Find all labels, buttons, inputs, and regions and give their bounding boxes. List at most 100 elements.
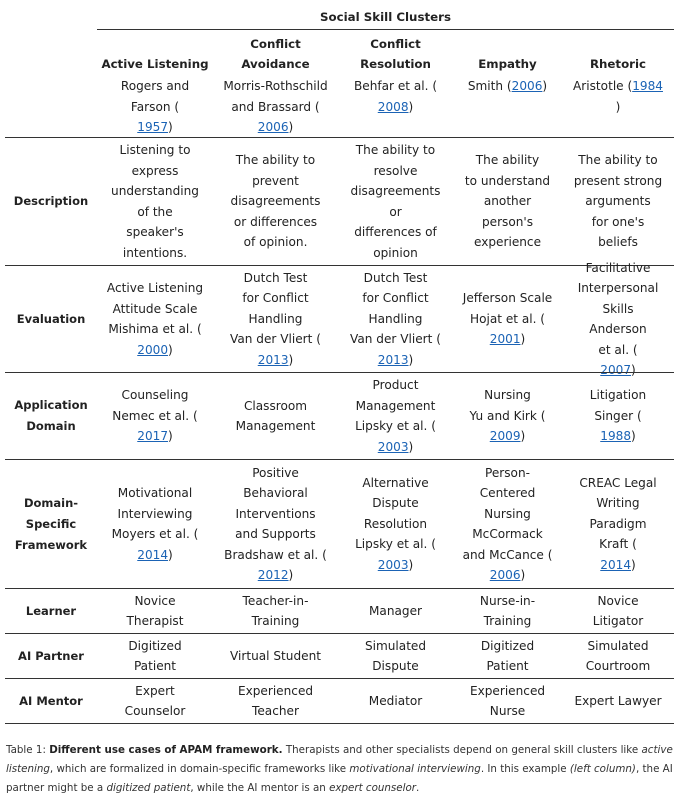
column-header: Empathy bbox=[453, 34, 562, 74]
cell-line: Singer ( bbox=[594, 408, 642, 423]
citation-link[interactable]: 2001 bbox=[489, 332, 521, 347]
citation-link[interactable]: 2003 bbox=[377, 557, 409, 572]
column-reference: Rogers and Farson (1957) bbox=[97, 76, 213, 134]
cell-line: Digitized bbox=[480, 638, 535, 653]
cell-line: Moyers et al. ( bbox=[111, 527, 199, 541]
table-cell: Experienced Nurse bbox=[453, 679, 562, 723]
table-cell: The ability to understand another person's e… bbox=[453, 138, 562, 265]
caption-text: Therapists and other specialists depend … bbox=[282, 744, 642, 756]
cell-line: Litigator bbox=[592, 614, 644, 628]
citation-link[interactable]: 2008 bbox=[377, 99, 409, 114]
reference-text: Behfar et al. ( bbox=[353, 79, 438, 93]
column-name: Rhetoric bbox=[589, 57, 647, 71]
cell-line: The ability bbox=[475, 153, 540, 168]
cell-line: 2013) bbox=[257, 352, 294, 367]
cell-line: Mediator bbox=[368, 693, 423, 708]
row-label-line: Description bbox=[13, 194, 89, 208]
cell-line: Patient bbox=[133, 659, 177, 673]
table-cell: The ability to resolve disagreements or diff… bbox=[338, 138, 453, 265]
table-cell: Classroom Management bbox=[213, 373, 338, 459]
table-cell: Manager bbox=[338, 589, 453, 633]
row-label: Description bbox=[5, 138, 97, 265]
cell-line: speaker's bbox=[126, 225, 184, 239]
reference-text: Farson ( bbox=[130, 99, 180, 114]
cell-line: Management bbox=[355, 398, 436, 413]
cell-line: 2003) bbox=[377, 557, 414, 572]
table-cell: Facilitative Interpersonal Skills Anderson e… bbox=[562, 261, 674, 378]
citation-link[interactable]: 2014 bbox=[137, 547, 169, 562]
cell-line: Interpersonal bbox=[577, 281, 659, 295]
table-cell: Dutch Test for Conflict Handling Van der Vl… bbox=[338, 266, 453, 372]
cell-line: CREAC Legal bbox=[579, 475, 657, 490]
citation-link[interactable]: 1988 bbox=[600, 429, 632, 444]
cell-line: Hojat et al. ( bbox=[469, 311, 546, 326]
cell-line: Dutch Test bbox=[243, 270, 308, 285]
citation-link[interactable]: 2017 bbox=[137, 429, 169, 444]
citation-link[interactable]: 2009 bbox=[489, 429, 521, 444]
row-rule bbox=[5, 723, 674, 724]
cell-line: for Conflict bbox=[242, 291, 309, 306]
cell-line: Paradigm bbox=[589, 516, 647, 531]
row-rule bbox=[5, 588, 674, 589]
cell-line: arguments bbox=[585, 194, 651, 209]
citation-link[interactable]: 1984 bbox=[632, 79, 663, 93]
column-header: Conflict Avoidance bbox=[213, 34, 338, 74]
cell-line: Van der Vliert ( bbox=[350, 332, 441, 347]
cell-line: Handling bbox=[248, 311, 303, 326]
cell-line: Listening to bbox=[119, 143, 191, 157]
table-cell: The ability to present strong arguments for… bbox=[562, 138, 674, 265]
row-label: Evaluation bbox=[5, 266, 97, 372]
cell-line: Mishima et al. ( bbox=[108, 322, 202, 336]
cell-line: of the bbox=[137, 204, 173, 219]
cell-line: Manager bbox=[368, 603, 422, 618]
citation-link[interactable]: 2003 bbox=[377, 439, 409, 454]
cell-line: 1988) bbox=[600, 429, 636, 444]
cell-line: Behavioral bbox=[243, 486, 308, 500]
cell-line: for one's bbox=[591, 214, 645, 229]
cell-line: express bbox=[131, 163, 179, 178]
citation-link[interactable]: 2000 bbox=[137, 342, 169, 357]
citation-link[interactable]: 2006 bbox=[511, 79, 543, 93]
citation-link[interactable]: 1957 bbox=[137, 120, 169, 134]
reference-text: 2006) bbox=[257, 120, 294, 134]
citation-link[interactable]: 2006 bbox=[257, 120, 289, 134]
cell-line: Simulated bbox=[364, 638, 427, 653]
column-name: Conflict bbox=[250, 37, 301, 51]
group-header: Social Skill Clusters bbox=[320, 10, 451, 24]
cell-line: Training bbox=[483, 614, 532, 628]
cell-line: Kraft ( bbox=[599, 537, 637, 552]
caption-italic: active listening bbox=[6, 744, 673, 775]
citation-link[interactable]: 2013 bbox=[377, 352, 409, 367]
cell-line: disagreements bbox=[350, 184, 441, 198]
cell-line: Teacher bbox=[252, 704, 299, 718]
citation-link[interactable]: 2013 bbox=[257, 352, 289, 367]
table-cell: Novice Litigator bbox=[562, 589, 674, 633]
table-cell: Dutch Test for Conflict Handling Van der Vl… bbox=[213, 266, 338, 372]
cell-line: 2013) bbox=[377, 352, 414, 367]
table-cell: Novice Therapist bbox=[97, 589, 213, 633]
column-reference: Morris-Rothschild and Brassard (2006) bbox=[213, 76, 338, 134]
cell-line: 2012) bbox=[257, 568, 294, 582]
cell-line: person's bbox=[481, 214, 534, 229]
cell-line: 2007) bbox=[600, 363, 636, 377]
row-label: AI Partner bbox=[5, 634, 97, 678]
citation-link[interactable]: 2014 bbox=[600, 557, 632, 572]
cell-line: present strong bbox=[573, 173, 663, 188]
table-cell: Digitized Patient bbox=[97, 634, 213, 678]
cell-line: Positive bbox=[252, 465, 299, 480]
rule-header bbox=[5, 137, 674, 138]
cell-line: resolve bbox=[373, 163, 418, 178]
column-name: Avoidance bbox=[241, 57, 310, 71]
cell-line: Expert Lawyer bbox=[574, 693, 662, 708]
caption-italic: expert counselor bbox=[329, 782, 417, 794]
reference-text: Rogers and bbox=[120, 79, 190, 93]
citation-link[interactable]: 2012 bbox=[257, 568, 289, 582]
caption-bold: Different use cases of APAM framework. bbox=[49, 744, 283, 756]
table-cell: Litigation Singer (1988) bbox=[562, 373, 674, 459]
table-cell: Person- Centered Nursing McCormack and McCan… bbox=[453, 460, 562, 588]
cell-line: Experienced bbox=[237, 683, 314, 698]
citation-link[interactable]: 2007 bbox=[600, 363, 632, 377]
column-name: Resolution bbox=[360, 57, 431, 71]
cell-line: 2014) bbox=[600, 557, 636, 572]
citation-link[interactable]: 2006 bbox=[489, 568, 521, 582]
